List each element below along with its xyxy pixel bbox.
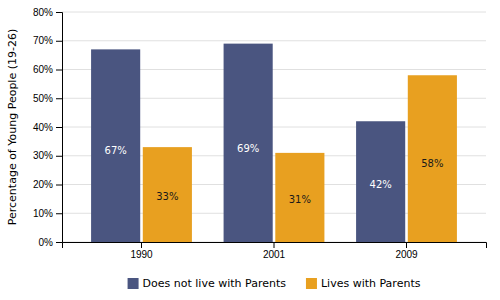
y-tick-label: 80% — [33, 7, 53, 18]
y-tick-label: 20% — [33, 179, 53, 190]
data-labels: 67% 69% 42% 33% 31% 58% — [105, 143, 444, 205]
x-tick-label: 1990 — [130, 249, 153, 260]
y-tick: 0% — [39, 237, 62, 248]
data-label: 58% — [421, 158, 443, 169]
data-label: 42% — [370, 179, 392, 190]
bar — [356, 121, 405, 242]
x-axis-line — [63, 243, 487, 249]
grid — [62, 12, 486, 242]
y-tick: 40% — [33, 122, 62, 133]
data-label: 69% — [237, 143, 259, 154]
y-tick-mark — [56, 185, 62, 186]
data-label: 33% — [156, 191, 178, 202]
data-label: 67% — [105, 145, 127, 156]
y-tick-label: 70% — [33, 35, 53, 46]
y-tick: 80% — [33, 7, 62, 18]
legend-swatch — [128, 278, 139, 289]
y-tick-label: 0% — [39, 237, 54, 248]
y-tick-label: 50% — [33, 93, 53, 104]
legend-label: Lives with Parents — [321, 277, 421, 290]
x-tick-mark — [141, 242, 142, 248]
x-tick-mark — [406, 242, 407, 248]
y-axis-title: Percentage of Young People (19-26) — [6, 29, 19, 225]
legend-label: Does not live with Parents — [143, 277, 287, 290]
data-label: 31% — [289, 194, 311, 205]
y-tick-mark — [56, 127, 62, 128]
y-tick-mark — [56, 12, 62, 13]
grid-line — [62, 40, 486, 41]
y-axis: 0% 10% 20% 30% 40% 50% 60% 70% 80% — [33, 7, 63, 248]
grid-line — [62, 12, 486, 13]
series — [91, 44, 405, 242]
x-tick: 1990 — [130, 242, 153, 260]
x-tick-label: 2001 — [263, 249, 286, 260]
plot: 0% 10% 20% 30% 40% 50% 60% 70% 80% 1990 2001 2009 Pe… — [6, 7, 487, 260]
legend-swatch — [306, 278, 317, 289]
y-tick-mark — [56, 242, 62, 243]
y-axis-line — [56, 13, 63, 243]
x-tick-mark — [274, 242, 275, 248]
y-tick-label: 40% — [33, 122, 53, 133]
bar — [91, 49, 140, 242]
y-tick-label: 60% — [33, 64, 53, 75]
y-tick: 30% — [33, 150, 62, 161]
x-tick: 2001 — [263, 242, 286, 260]
y-tick: 20% — [33, 179, 62, 190]
chart: 0% 10% 20% 30% 40% 50% 60% 70% 80% 1990 2001 2009 Pe… — [0, 0, 500, 300]
y-tick-mark — [56, 41, 62, 42]
y-tick-mark — [56, 70, 62, 71]
bar — [408, 75, 457, 242]
y-tick-label: 30% — [33, 150, 53, 161]
bar — [275, 153, 324, 242]
x-axis: 1990 2001 2009 — [63, 242, 487, 260]
legend-item: Lives with Parents — [306, 277, 421, 290]
y-tick-mark — [56, 156, 62, 157]
y-tick-mark — [56, 213, 62, 214]
y-tick: 70% — [33, 35, 62, 46]
series — [143, 75, 457, 242]
y-tick: 50% — [33, 93, 62, 104]
x-tick: 2009 — [395, 242, 418, 260]
y-tick: 10% — [33, 208, 62, 219]
legend: Does not live with Parents Lives with Par… — [128, 277, 421, 290]
bars — [91, 44, 457, 242]
x-tick-label: 2009 — [395, 249, 418, 260]
y-tick: 60% — [33, 64, 62, 75]
y-tick-label: 10% — [33, 208, 53, 219]
legend-item: Does not live with Parents — [128, 277, 287, 290]
bar — [143, 147, 192, 242]
y-tick-mark — [56, 98, 62, 99]
bar — [224, 44, 273, 242]
